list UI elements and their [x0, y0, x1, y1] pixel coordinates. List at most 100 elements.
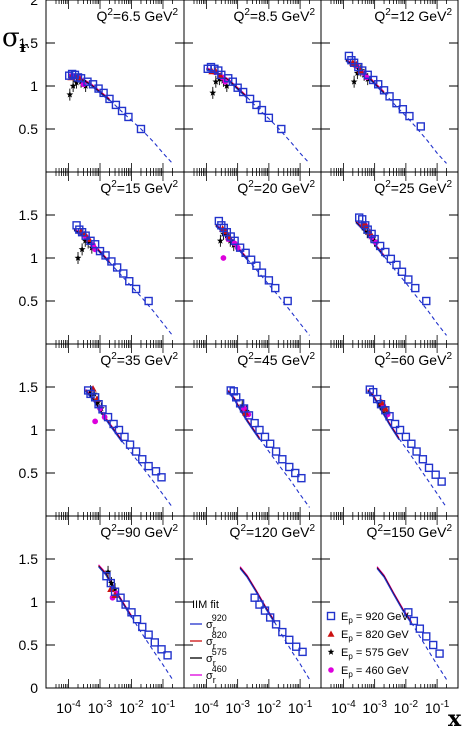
data-point-e920	[238, 87, 248, 97]
axes-layer: 0.5 1 1.5 2 0.5 1 1.5 0.5 1 1.5 0 0.5 1 1.5 10-4 10-3 10…	[2, 0, 462, 731]
data-point-e575	[216, 237, 224, 244]
data-point-e920	[214, 216, 224, 226]
data-point-e920	[144, 461, 153, 471]
data-point-e920	[386, 254, 396, 264]
legend-fit-label: σr460	[206, 664, 227, 685]
x-tick-label: 10-4	[331, 699, 356, 716]
data-point-e920	[252, 261, 261, 270]
data-point-e920	[264, 276, 274, 285]
data-point-e920	[127, 608, 136, 617]
data-point-e920	[379, 86, 389, 95]
data-point-e920	[424, 463, 434, 473]
data-point-e920	[411, 283, 420, 293]
panel-q2-20: Q2=20 GeV2	[183, 171, 322, 345]
data-point-e920	[101, 251, 110, 260]
data-point-e920	[107, 257, 116, 266]
panel-q2-90: Q2=90 GeV2	[45, 515, 185, 689]
y-tick-label: 2	[30, 0, 38, 8]
data-point-e920	[83, 77, 92, 86]
panel-label: Q2=60 GeV2	[374, 351, 452, 368]
panel-frame	[183, 171, 322, 345]
x-tick-label: 10-1	[425, 699, 450, 716]
data-point-e920	[250, 593, 259, 602]
panel-frame	[45, 0, 185, 173]
data-point-e920	[230, 236, 239, 246]
y-tick-label: 0.5	[19, 293, 39, 309]
panel-frame	[320, 515, 459, 689]
panel-q2-6.5: Q2=6.5 GeV2	[45, 0, 185, 173]
data-point-e920	[401, 432, 411, 442]
data-point-e460	[234, 244, 241, 251]
y-tick-label: 0.5	[19, 637, 39, 653]
legend-marker-star	[327, 648, 335, 655]
data-point-e920	[255, 600, 264, 609]
fit-curve-solid	[355, 222, 385, 258]
panel-frame	[320, 0, 459, 173]
data-point-e920	[398, 105, 408, 114]
data-point-e920	[132, 615, 142, 624]
data-point-e920	[264, 113, 274, 123]
data-point-e920	[102, 572, 111, 581]
data-point-e920	[257, 268, 267, 277]
data-point-e920	[120, 432, 129, 442]
legend-fit-label: σr820	[206, 630, 227, 651]
data-point-e920	[119, 269, 128, 278]
x-tick-label: 10-2	[394, 699, 419, 716]
data-point-e920	[390, 419, 400, 429]
panel-label: Q2=45 GeV2	[237, 351, 315, 368]
panel-label: Q2=120 GeV2	[230, 523, 316, 540]
x-tick-label: 10-1	[288, 699, 313, 716]
data-point-e920	[111, 100, 121, 110]
data-point-e920	[109, 419, 118, 429]
panel-label: Q2=12 GeV2	[374, 7, 452, 24]
data-point-e920	[124, 112, 133, 122]
data-point-e920	[392, 260, 401, 270]
panel-frame	[45, 515, 185, 689]
data-point-e920	[431, 470, 440, 479]
data-point-e920	[94, 84, 103, 93]
data-point-e920	[260, 606, 270, 615]
x-tick-label: 10-3	[362, 699, 387, 716]
panel-label: Q2=8.5 GeV2	[233, 7, 315, 24]
data-point-e920	[131, 284, 141, 294]
data-point-e920	[99, 88, 108, 98]
data-point-e820	[216, 72, 224, 79]
data-point-e920	[437, 477, 446, 486]
fit-curve-dashed	[246, 258, 310, 336]
data-point-e920	[244, 411, 254, 420]
fit-curve-dashed	[398, 438, 447, 508]
x-tick-label: 10-4	[194, 699, 219, 716]
data-point-e920	[88, 80, 98, 89]
data-point-e920	[412, 447, 421, 456]
data-point-e920	[260, 432, 270, 442]
data-point-e575	[81, 237, 89, 244]
data-point-e920	[385, 92, 394, 101]
data-point-e920	[125, 277, 134, 286]
data-point-e920	[381, 406, 390, 415]
data-point-e575	[73, 78, 80, 86]
data-point-e920	[255, 425, 264, 435]
data-point-e920	[409, 616, 419, 626]
data-point-e920	[110, 587, 120, 596]
data-point-e920	[418, 455, 428, 464]
data-point-e920	[90, 240, 100, 249]
data-point-e920	[349, 58, 359, 67]
panel-frame	[183, 0, 322, 173]
panel-label: Q2=15 GeV2	[100, 179, 178, 196]
data-point-e920	[375, 241, 385, 251]
data-point-e920	[292, 642, 301, 651]
x-tick-label: 10-3	[225, 699, 250, 716]
data-point-e920	[361, 221, 370, 230]
panel-q2-8.5: Q2=8.5 GeV2	[183, 0, 322, 173]
panel-q2-12: Q2=12 GeV2	[320, 0, 459, 173]
panel-label: Q2=25 GeV2	[374, 179, 452, 196]
x-tick-label: 10-3	[88, 699, 113, 716]
data-point-e920	[157, 473, 166, 482]
y-tick-label: 1.5	[19, 207, 39, 223]
data-point-e575	[66, 91, 74, 98]
data-point-e920	[72, 221, 81, 230]
fit-curve-dashed	[383, 255, 447, 336]
data-point-e920	[422, 296, 431, 306]
data-point-e460	[220, 255, 227, 261]
legend-fit-label: σr575	[206, 647, 227, 668]
